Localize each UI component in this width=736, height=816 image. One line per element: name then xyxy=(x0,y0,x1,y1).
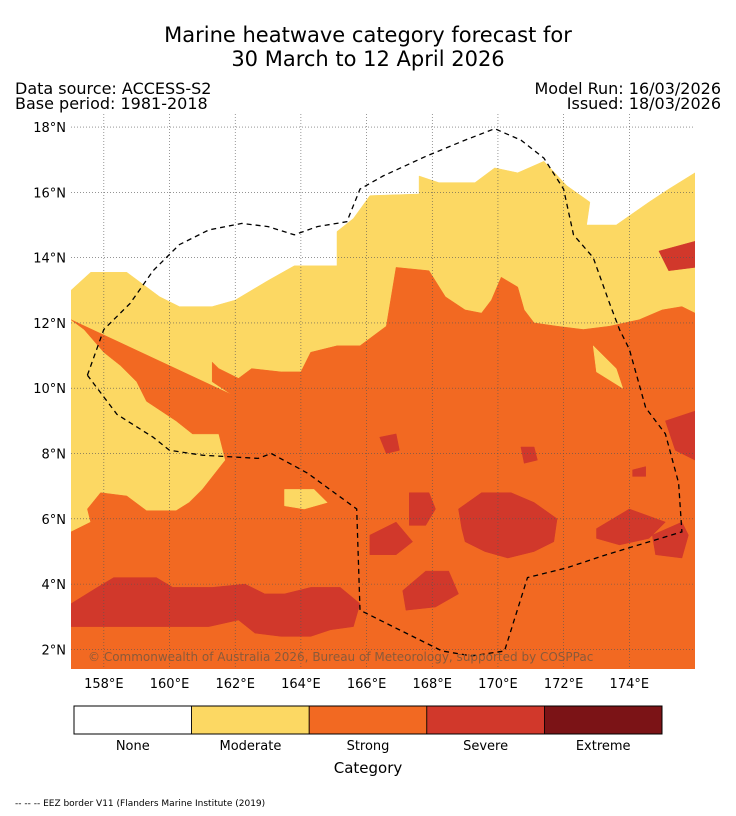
lon-tick-label: 172°E xyxy=(544,677,584,692)
title-line-2: 30 March to 12 April 2026 xyxy=(231,47,505,71)
lon-tick-label: 168°E xyxy=(412,677,452,692)
legend-swatch-none xyxy=(73,705,192,735)
lat-tick-label: 10°N xyxy=(33,382,66,397)
region-none-17 xyxy=(648,120,673,151)
legend-swatch-extreme xyxy=(544,705,663,735)
lon-tick-label: 164°E xyxy=(281,677,321,692)
legend: None Moderate Strong Severe Extreme xyxy=(73,705,663,754)
legend-title: Category xyxy=(334,759,403,777)
latitude-axis: 18°N 16°N 14°N 12°N 10°N 8°N 6°N 4°N 2°N xyxy=(33,121,66,658)
lon-tick-label: 158°E xyxy=(84,677,124,692)
legend-label-none: None xyxy=(116,739,150,754)
eez-border-line xyxy=(86,127,683,657)
issued-label: Issued: 18/03/2026 xyxy=(566,94,721,113)
legend-swatch-severe xyxy=(426,705,545,735)
region-severe-9 xyxy=(665,410,695,461)
region-moderate-15 xyxy=(592,345,624,389)
lon-tick-label: 162°E xyxy=(215,677,255,692)
legend-swatch-strong xyxy=(308,705,428,735)
lon-tick-label: 166°E xyxy=(347,677,387,692)
region-severe-6 xyxy=(402,570,459,611)
region-severe-3 xyxy=(458,492,558,559)
region-strong-1 xyxy=(71,267,695,669)
lat-tick-label: 16°N xyxy=(33,186,66,201)
legend-label-moderate: Moderate xyxy=(219,739,281,754)
data-source-label: Data source: ACCESS-S2 xyxy=(15,79,212,98)
category-regions xyxy=(71,120,695,669)
copyright-notice: © Commonwealth of Australia 2026, Bureau… xyxy=(88,650,593,664)
region-severe-11 xyxy=(520,446,538,464)
region-severe-7 xyxy=(596,508,666,546)
region-severe-5 xyxy=(369,521,413,555)
lat-tick-label: 4°N xyxy=(42,578,67,593)
region-none-16 xyxy=(592,126,617,141)
legend-swatch-moderate xyxy=(191,705,310,735)
region-severe-4 xyxy=(409,492,436,526)
map-plot-area: © Commonwealth of Australia 2026, Bureau… xyxy=(71,114,695,669)
lon-tick-label: 170°E xyxy=(478,677,518,692)
lat-tick-label: 18°N xyxy=(33,121,66,136)
model-run-label: Model Run: 16/03/2026 xyxy=(534,79,722,98)
legend-label-severe: Severe xyxy=(463,739,508,754)
longitude-axis: 158°E 160°E 162°E 164°E 166°E 168°E 170°E 172°E… xyxy=(84,677,649,692)
lon-tick-label: 160°E xyxy=(150,677,190,692)
lon-tick-label: 174°E xyxy=(610,677,650,692)
lat-tick-label: 14°N xyxy=(33,252,66,267)
legend-label-strong: Strong xyxy=(347,739,390,754)
legend-label-extreme: Extreme xyxy=(576,739,631,754)
lat-tick-label: 12°N xyxy=(33,317,66,332)
region-moderate-14 xyxy=(284,489,328,510)
eez-border-footnote: -- -- -- EEZ border V11 (Flanders Marine… xyxy=(15,799,266,809)
region-severe-10 xyxy=(658,241,695,271)
region-severe-2 xyxy=(71,577,361,637)
lat-tick-label: 8°N xyxy=(42,448,67,463)
base-period-label: Base period: 1981-2018 xyxy=(15,94,208,113)
lat-tick-label: 6°N xyxy=(42,513,67,528)
legend-frame xyxy=(73,705,663,735)
lat-tick-label: 2°N xyxy=(42,643,67,658)
gridlines xyxy=(71,114,695,669)
region-severe-8 xyxy=(652,521,689,559)
title-line-1: Marine heatwave category forecast for xyxy=(164,23,572,47)
region-severe-13 xyxy=(632,466,646,477)
region-severe-12 xyxy=(379,433,400,454)
